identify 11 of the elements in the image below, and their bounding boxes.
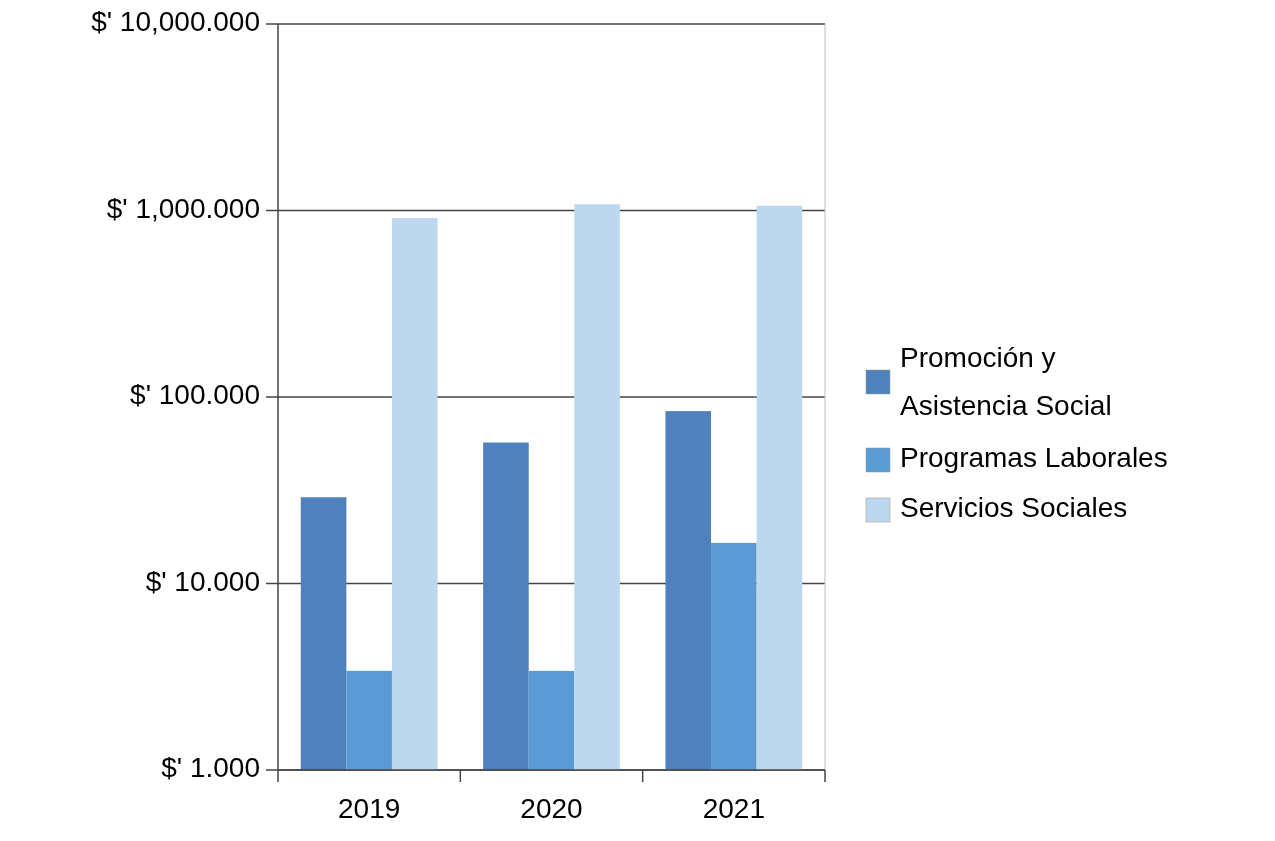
y-tick-label: $' 1.000 (161, 752, 260, 784)
y-tick-label: $' 1,000.000 (106, 192, 260, 224)
y-tick-label: $' 100.000 (130, 379, 260, 411)
legend-label: Promoción y Asistencia Social (900, 342, 1112, 422)
legend-label: Servicios Sociales (900, 492, 1128, 524)
y-tick-label: $' 10.000 (145, 565, 260, 597)
x-tick-label: 2021 (702, 793, 765, 824)
x-tick-label: 2020 (520, 793, 583, 824)
y-tick-label: $' 10,000.000 (91, 6, 260, 38)
legend-label: Programas Laborales (900, 442, 1168, 474)
x-tick-label: 2019 (338, 793, 401, 824)
